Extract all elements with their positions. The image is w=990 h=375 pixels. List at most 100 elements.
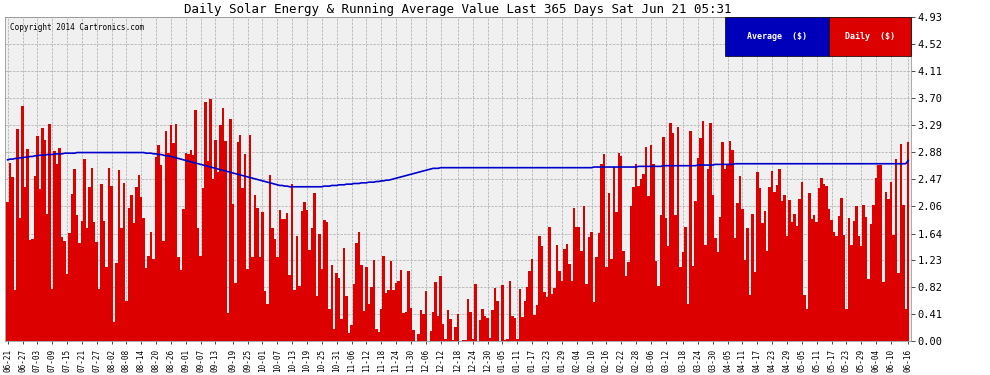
Bar bbox=[761, 223, 763, 342]
Bar bbox=[667, 246, 669, 342]
Bar bbox=[870, 224, 872, 342]
Bar bbox=[836, 236, 838, 342]
Bar bbox=[184, 153, 187, 342]
Bar bbox=[21, 106, 24, 342]
Bar bbox=[44, 141, 46, 342]
Bar bbox=[26, 149, 29, 342]
Bar bbox=[583, 206, 585, 342]
Bar bbox=[694, 201, 697, 342]
Bar bbox=[49, 124, 50, 342]
Bar bbox=[541, 246, 544, 342]
Bar bbox=[46, 214, 49, 342]
Bar bbox=[496, 301, 499, 342]
Bar bbox=[509, 281, 511, 342]
Bar bbox=[224, 141, 227, 342]
Bar bbox=[855, 206, 857, 342]
Bar bbox=[98, 288, 100, 342]
Bar bbox=[900, 144, 902, 342]
Bar bbox=[719, 216, 722, 342]
Bar bbox=[273, 239, 276, 342]
Bar bbox=[283, 219, 286, 342]
Bar bbox=[593, 302, 595, 342]
Bar bbox=[813, 215, 816, 342]
Bar bbox=[445, 339, 446, 342]
Bar bbox=[219, 125, 222, 342]
Bar bbox=[664, 217, 667, 342]
Bar bbox=[253, 195, 256, 342]
Bar bbox=[644, 147, 647, 342]
Bar bbox=[801, 182, 803, 342]
Bar bbox=[654, 261, 657, 342]
Bar bbox=[882, 282, 885, 342]
Bar bbox=[382, 256, 385, 342]
Bar bbox=[615, 211, 618, 342]
Bar bbox=[370, 287, 372, 342]
FancyBboxPatch shape bbox=[725, 17, 830, 56]
Bar bbox=[845, 309, 847, 342]
Bar bbox=[451, 340, 454, 342]
Bar bbox=[732, 150, 734, 342]
Bar bbox=[237, 142, 239, 342]
Bar bbox=[133, 223, 135, 342]
Bar bbox=[519, 289, 521, 342]
Bar bbox=[19, 218, 21, 342]
Bar bbox=[484, 316, 486, 342]
Bar bbox=[108, 168, 110, 342]
Bar bbox=[638, 186, 640, 342]
Bar bbox=[212, 180, 214, 342]
Bar bbox=[128, 208, 130, 342]
Bar bbox=[318, 234, 321, 342]
Bar bbox=[303, 202, 306, 342]
Bar bbox=[278, 210, 281, 342]
Bar bbox=[192, 154, 194, 342]
Bar bbox=[321, 269, 323, 342]
Bar bbox=[222, 108, 224, 342]
Bar bbox=[95, 242, 98, 342]
Bar bbox=[169, 125, 172, 342]
Bar bbox=[669, 123, 672, 342]
Bar bbox=[580, 251, 583, 342]
Bar bbox=[877, 165, 880, 342]
Bar bbox=[605, 267, 608, 342]
Bar bbox=[14, 290, 16, 342]
Bar bbox=[531, 260, 534, 342]
Bar bbox=[204, 102, 207, 342]
Bar bbox=[766, 251, 768, 342]
Bar bbox=[199, 256, 202, 342]
Bar bbox=[560, 281, 563, 342]
Bar bbox=[692, 266, 694, 342]
Bar bbox=[103, 221, 105, 342]
Bar bbox=[570, 281, 573, 342]
Bar bbox=[524, 300, 526, 342]
Bar bbox=[682, 252, 684, 342]
Bar bbox=[298, 286, 301, 342]
Bar bbox=[152, 259, 154, 342]
Bar bbox=[600, 164, 603, 342]
Bar bbox=[823, 184, 826, 342]
Bar bbox=[548, 227, 550, 342]
Bar bbox=[773, 192, 776, 342]
Bar bbox=[649, 146, 652, 342]
Bar bbox=[367, 304, 370, 342]
Bar bbox=[425, 291, 427, 342]
Bar bbox=[227, 313, 229, 342]
Bar bbox=[355, 243, 357, 342]
Bar bbox=[808, 193, 811, 342]
Bar bbox=[432, 312, 435, 342]
Bar bbox=[758, 188, 761, 342]
Bar bbox=[157, 145, 159, 342]
Bar bbox=[880, 165, 882, 342]
Bar bbox=[34, 176, 36, 342]
Bar bbox=[504, 340, 506, 342]
Bar bbox=[328, 309, 331, 342]
Bar bbox=[501, 285, 504, 342]
Bar bbox=[430, 331, 432, 342]
Bar bbox=[461, 340, 464, 342]
Bar bbox=[301, 211, 303, 342]
Bar bbox=[239, 135, 242, 342]
Bar bbox=[862, 206, 865, 342]
Bar bbox=[268, 175, 271, 342]
Bar bbox=[796, 226, 798, 342]
Text: Daily  ($): Daily ($) bbox=[845, 32, 895, 41]
Bar bbox=[63, 241, 65, 342]
